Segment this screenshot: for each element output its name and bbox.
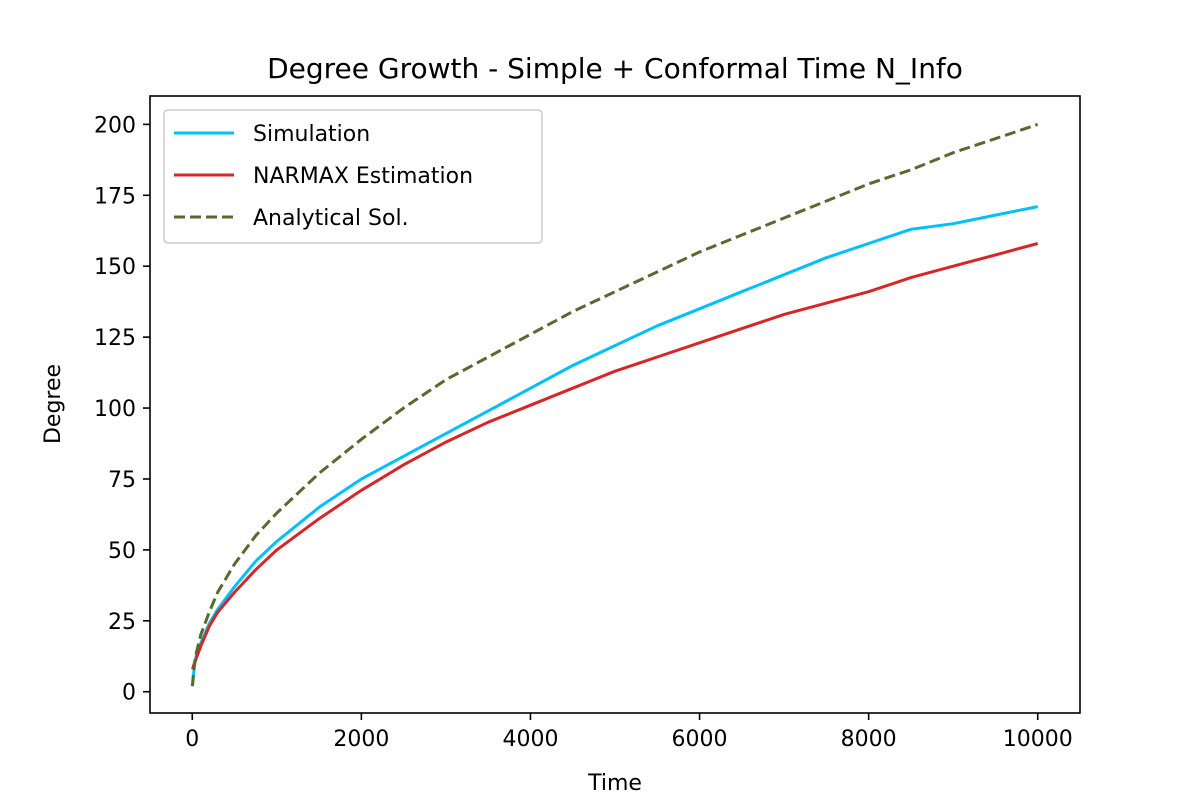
x-axis-label: Time — [587, 771, 642, 796]
x-tick-label: 8000 — [841, 727, 897, 752]
plot-lines — [190, 122, 1039, 687]
y-tick-label: 200 — [94, 113, 136, 138]
legend: Simulation NARMAX Estimation Analytical … — [163, 109, 543, 244]
x-tick-label: 6000 — [672, 727, 728, 752]
plot-frame — [149, 95, 1081, 714]
series-line-analytical-sol — [190, 122, 1039, 687]
legend-label-narmax: NARMAX Estimation — [253, 164, 473, 189]
legend-label-analytical: Analytical Sol. — [253, 206, 409, 231]
y-tick-label: 25 — [108, 610, 136, 635]
chart-title: Degree Growth - Simple + Conformal Time … — [267, 52, 963, 85]
x-tick-label: 2000 — [333, 727, 389, 752]
y-tick-label: 100 — [94, 397, 136, 422]
x-tick-label: 0 — [185, 727, 199, 752]
y-tick-label: 175 — [94, 184, 136, 209]
legend-label-simulation: Simulation — [253, 122, 370, 147]
x-axis: 0 2000 4000 6000 8000 10000 — [185, 713, 1073, 752]
y-axis-label: Degree — [41, 364, 66, 444]
legend-box — [163, 109, 543, 244]
y-tick-label: 0 — [122, 681, 136, 706]
y-tick-label: 125 — [94, 326, 136, 351]
x-tick-label: 4000 — [502, 727, 558, 752]
y-tick-label: 50 — [108, 539, 136, 564]
y-tick-label: 75 — [108, 468, 136, 493]
y-axis: 0 25 50 75 100 125 150 175 200 — [94, 113, 150, 706]
x-tick-label: 10000 — [1003, 727, 1073, 752]
series-line-narmax-estimation — [190, 242, 1039, 670]
y-tick-label: 150 — [94, 255, 136, 280]
